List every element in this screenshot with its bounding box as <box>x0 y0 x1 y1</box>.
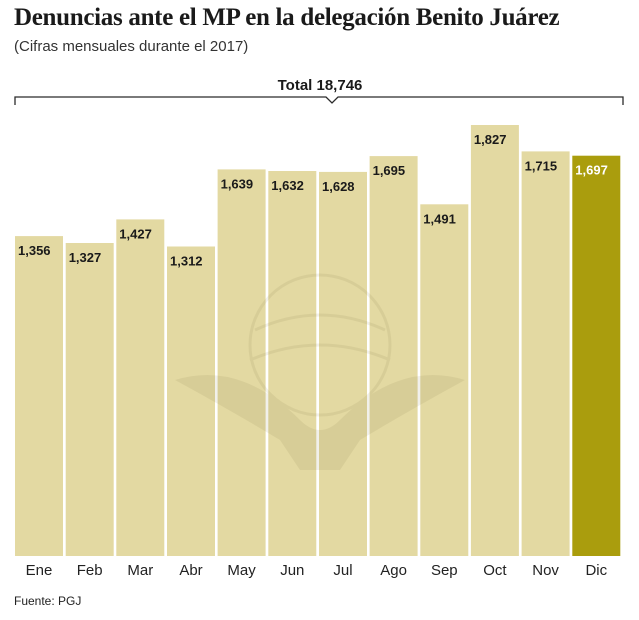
value-label-ago: 1,695 <box>373 163 406 178</box>
bar-oct <box>470 125 519 556</box>
bar-nov <box>521 151 570 556</box>
watermark-emblem <box>175 273 465 470</box>
category-label-dic: Dic <box>585 562 607 579</box>
value-label-dic: 1,697 <box>575 163 608 178</box>
value-label-nov: 1,715 <box>525 158 558 173</box>
bar-dic <box>572 155 621 556</box>
bar-sep <box>420 204 469 557</box>
bar-abr <box>167 246 215 556</box>
total-label: Total 18,746 <box>278 77 363 94</box>
category-label-feb: Feb <box>77 562 103 579</box>
category-label-ene: Ene <box>26 562 53 579</box>
category-label-abr: Abr <box>179 562 202 579</box>
category-label-may: May <box>227 562 256 579</box>
value-label-sep: 1,491 <box>423 211 456 226</box>
chart-title: Denuncias ante el MP en la delegación Be… <box>14 4 560 31</box>
bar-ago <box>369 156 418 556</box>
value-label-ene: 1,356 <box>18 243 51 258</box>
bar-feb <box>65 243 114 556</box>
source-note: Fuente: PGJ <box>14 594 82 608</box>
value-label-jul: 1,628 <box>322 179 355 194</box>
category-label-mar: Mar <box>127 562 153 579</box>
category-label-sep: Sep <box>431 562 458 579</box>
category-label-oct: Oct <box>483 562 507 579</box>
value-label-jun: 1,632 <box>271 178 304 193</box>
chart-subtitle: (Cifras mensuales durante el 2017) <box>14 38 249 55</box>
category-label-jun: Jun <box>280 562 304 579</box>
bar-jun <box>268 171 317 556</box>
category-label-jul: Jul <box>333 562 352 579</box>
value-label-may: 1,639 <box>221 176 254 191</box>
bar-ene <box>15 236 63 556</box>
value-label-abr: 1,312 <box>170 254 203 269</box>
value-label-mar: 1,427 <box>119 226 152 241</box>
value-label-feb: 1,327 <box>69 250 102 265</box>
bar-mar <box>116 219 165 556</box>
category-label-ago: Ago <box>380 562 407 579</box>
category-label-nov: Nov <box>532 562 559 579</box>
bar-may <box>217 169 266 556</box>
total-bracket <box>14 96 624 105</box>
bar-jul <box>319 171 367 556</box>
value-label-oct: 1,827 <box>474 132 507 147</box>
